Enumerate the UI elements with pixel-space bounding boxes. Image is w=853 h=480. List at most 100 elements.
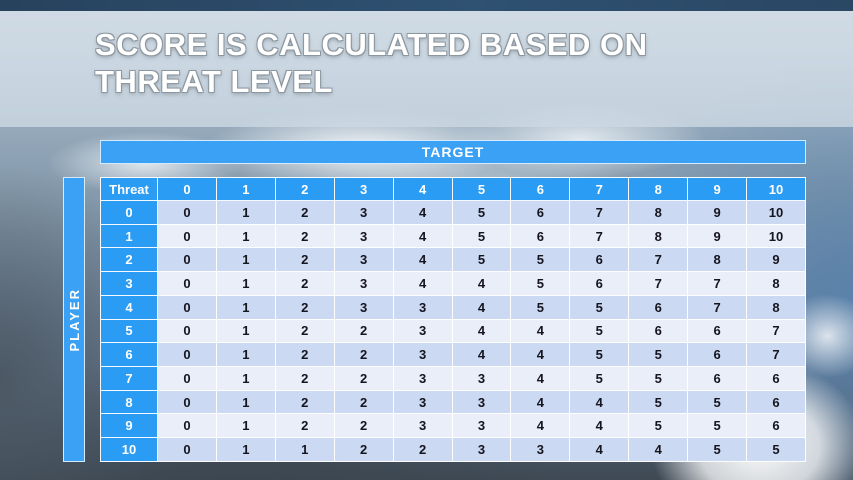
score-cell: 3 — [392, 342, 453, 368]
target-column-header: 0 — [157, 177, 217, 201]
score-cell: 4 — [569, 389, 630, 415]
score-cell: 1 — [215, 366, 276, 391]
score-cell: 4 — [392, 271, 453, 296]
score-cell: 8 — [628, 200, 689, 225]
score-cell: 5 — [451, 223, 512, 249]
score-cell: 2 — [274, 247, 335, 273]
top-accent-strip — [0, 0, 853, 11]
score-cell: 3 — [392, 294, 453, 320]
score-cell: 4 — [451, 318, 512, 344]
score-cell: 2 — [274, 389, 335, 415]
score-cell: 5 — [628, 342, 689, 368]
score-cell: 1 — [215, 271, 276, 296]
score-cell: 0 — [157, 318, 217, 344]
score-cell: 3 — [392, 366, 453, 391]
score-matrix: Threat 0 1 2 3 4 5 6 7 8 9 10 0 0 1 2 3 4 5 6 7 8 9 10 1 0 1 2 3 4 5 6 7… — [100, 177, 806, 462]
score-cell: 1 — [215, 318, 276, 344]
player-row-header: 10 — [100, 437, 158, 462]
score-cell: 1 — [215, 223, 276, 249]
score-cell: 3 — [451, 366, 512, 391]
score-cell: 2 — [274, 271, 335, 296]
score-cell: 6 — [510, 223, 571, 249]
score-cell: 9 — [687, 200, 748, 225]
score-cell: 0 — [157, 200, 217, 225]
score-cell: 2 — [274, 223, 335, 249]
score-cell: 5 — [628, 413, 689, 439]
score-cell: 7 — [569, 200, 630, 225]
score-cell: 1 — [215, 413, 276, 439]
score-cell: 4 — [569, 437, 630, 462]
score-cell: 0 — [157, 342, 217, 368]
target-column-header: 1 — [215, 177, 276, 201]
score-cell: 6 — [510, 200, 571, 225]
score-cell: 4 — [392, 223, 453, 249]
score-cell: 0 — [157, 366, 217, 391]
score-cell: 4 — [392, 247, 453, 273]
score-cell: 4 — [510, 342, 571, 368]
score-cell: 7 — [628, 247, 689, 273]
score-cell: 7 — [746, 318, 806, 344]
score-cell: 7 — [687, 271, 748, 296]
score-cell: 3 — [451, 413, 512, 439]
score-cell: 3 — [392, 413, 453, 439]
player-row-header: 1 — [100, 223, 158, 249]
player-row-header: 7 — [100, 366, 158, 391]
player-row-header: 9 — [100, 413, 158, 439]
score-cell: 10 — [746, 200, 806, 225]
score-cell: 5 — [569, 318, 630, 344]
score-cell: 2 — [333, 342, 394, 368]
score-cell: 3 — [333, 247, 394, 273]
score-cell: 3 — [392, 389, 453, 415]
score-cell: 0 — [157, 437, 217, 462]
score-cell: 5 — [510, 247, 571, 273]
score-cell: 1 — [215, 200, 276, 225]
score-cell: 3 — [333, 200, 394, 225]
score-cell: 1 — [215, 437, 276, 462]
table-row: 10 0 1 1 2 2 3 3 4 4 5 5 — [100, 437, 806, 462]
score-cell: 4 — [510, 366, 571, 391]
score-cell: 0 — [157, 247, 217, 273]
score-cell: 6 — [687, 342, 748, 368]
target-column-header: 4 — [392, 177, 453, 201]
target-axis-bar: TARGET — [100, 140, 806, 164]
score-cell: 5 — [687, 437, 748, 462]
score-cell: 4 — [392, 200, 453, 225]
score-cell: 8 — [746, 294, 806, 320]
target-axis-label: TARGET — [421, 144, 485, 160]
score-cell: 6 — [569, 271, 630, 296]
score-cell: 6 — [687, 318, 748, 344]
score-cell: 3 — [510, 437, 571, 462]
score-cell: 4 — [451, 271, 512, 296]
score-cell: 0 — [157, 294, 217, 320]
score-cell: 2 — [274, 413, 335, 439]
target-column-header: 5 — [451, 177, 512, 201]
score-cell: 0 — [157, 389, 217, 415]
score-cell: 1 — [215, 294, 276, 320]
score-cell: 2 — [274, 366, 335, 391]
target-column-header: 7 — [569, 177, 630, 201]
header-row: Threat 0 1 2 3 4 5 6 7 8 9 10 — [100, 177, 806, 201]
score-cell: 1 — [215, 389, 276, 415]
score-cell: 1 — [215, 247, 276, 273]
score-cell: 2 — [274, 318, 335, 344]
score-cell: 5 — [687, 389, 748, 415]
score-cell: 5 — [510, 271, 571, 296]
score-cell: 5 — [746, 437, 806, 462]
score-cell: 10 — [746, 223, 806, 249]
score-cell: 3 — [333, 271, 394, 296]
score-cell: 5 — [628, 366, 689, 391]
player-row-header: 2 — [100, 247, 158, 273]
score-cell: 5 — [569, 294, 630, 320]
target-column-header: 9 — [687, 177, 748, 201]
score-cell: 5 — [451, 200, 512, 225]
score-cell: 2 — [392, 437, 453, 462]
score-cell: 7 — [687, 294, 748, 320]
score-cell: 6 — [628, 294, 689, 320]
